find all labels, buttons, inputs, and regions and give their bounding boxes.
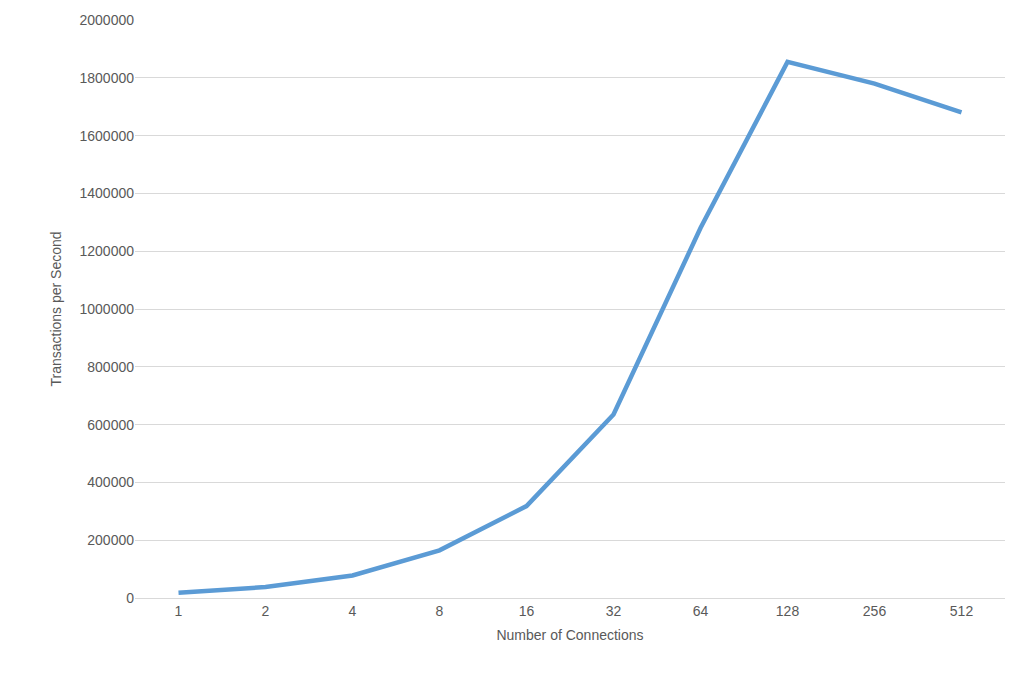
svg-text:1600000: 1600000 [79,128,134,144]
svg-text:16: 16 [519,603,535,619]
svg-text:64: 64 [693,603,709,619]
svg-text:2: 2 [262,603,270,619]
svg-text:4: 4 [349,603,357,619]
svg-text:Number of Connections: Number of Connections [496,627,643,643]
svg-text:200000: 200000 [87,532,134,548]
svg-text:1800000: 1800000 [79,70,134,86]
svg-text:400000: 400000 [87,474,134,490]
svg-text:256: 256 [863,603,887,619]
svg-text:Transactions per Second: Transactions per Second [48,231,64,386]
svg-text:1000000: 1000000 [79,301,134,317]
svg-text:2000000: 2000000 [79,12,134,28]
svg-text:800000: 800000 [87,359,134,375]
svg-text:1200000: 1200000 [79,243,134,259]
svg-text:32: 32 [606,603,622,619]
svg-text:1: 1 [175,603,183,619]
svg-text:1400000: 1400000 [79,185,134,201]
svg-text:0: 0 [126,590,134,606]
svg-text:600000: 600000 [87,417,134,433]
svg-text:8: 8 [436,603,444,619]
svg-text:128: 128 [776,603,800,619]
svg-text:512: 512 [950,603,974,619]
